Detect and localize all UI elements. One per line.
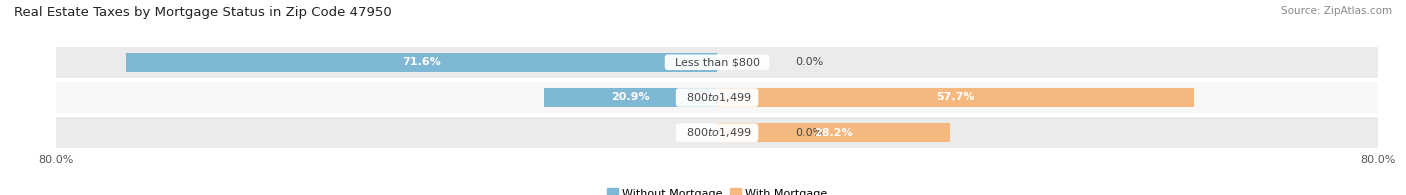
Text: 0.0%: 0.0% (796, 57, 824, 67)
Bar (125, 53, 717, 72)
Text: Real Estate Taxes by Mortgage Status in Zip Code 47950: Real Estate Taxes by Mortgage Status in … (14, 6, 392, 19)
Bar (56, 117, 1378, 148)
Bar (544, 88, 717, 107)
Text: Less than $800: Less than $800 (668, 57, 766, 67)
Text: $800 to $1,499: $800 to $1,499 (679, 91, 755, 104)
Text: 71.6%: 71.6% (402, 57, 440, 67)
Bar (56, 82, 1378, 113)
Text: 0.0%: 0.0% (796, 128, 824, 138)
Text: $800 to $1,499: $800 to $1,499 (679, 126, 755, 139)
Text: 20.9%: 20.9% (612, 92, 650, 103)
Bar (56, 47, 1378, 78)
Text: 57.7%: 57.7% (936, 92, 974, 103)
Bar (717, 88, 1194, 107)
Text: 28.2%: 28.2% (814, 128, 853, 138)
Bar (717, 123, 950, 142)
Legend: Without Mortgage, With Mortgage: Without Mortgage, With Mortgage (602, 184, 832, 195)
Text: Source: ZipAtlas.com: Source: ZipAtlas.com (1281, 6, 1392, 16)
